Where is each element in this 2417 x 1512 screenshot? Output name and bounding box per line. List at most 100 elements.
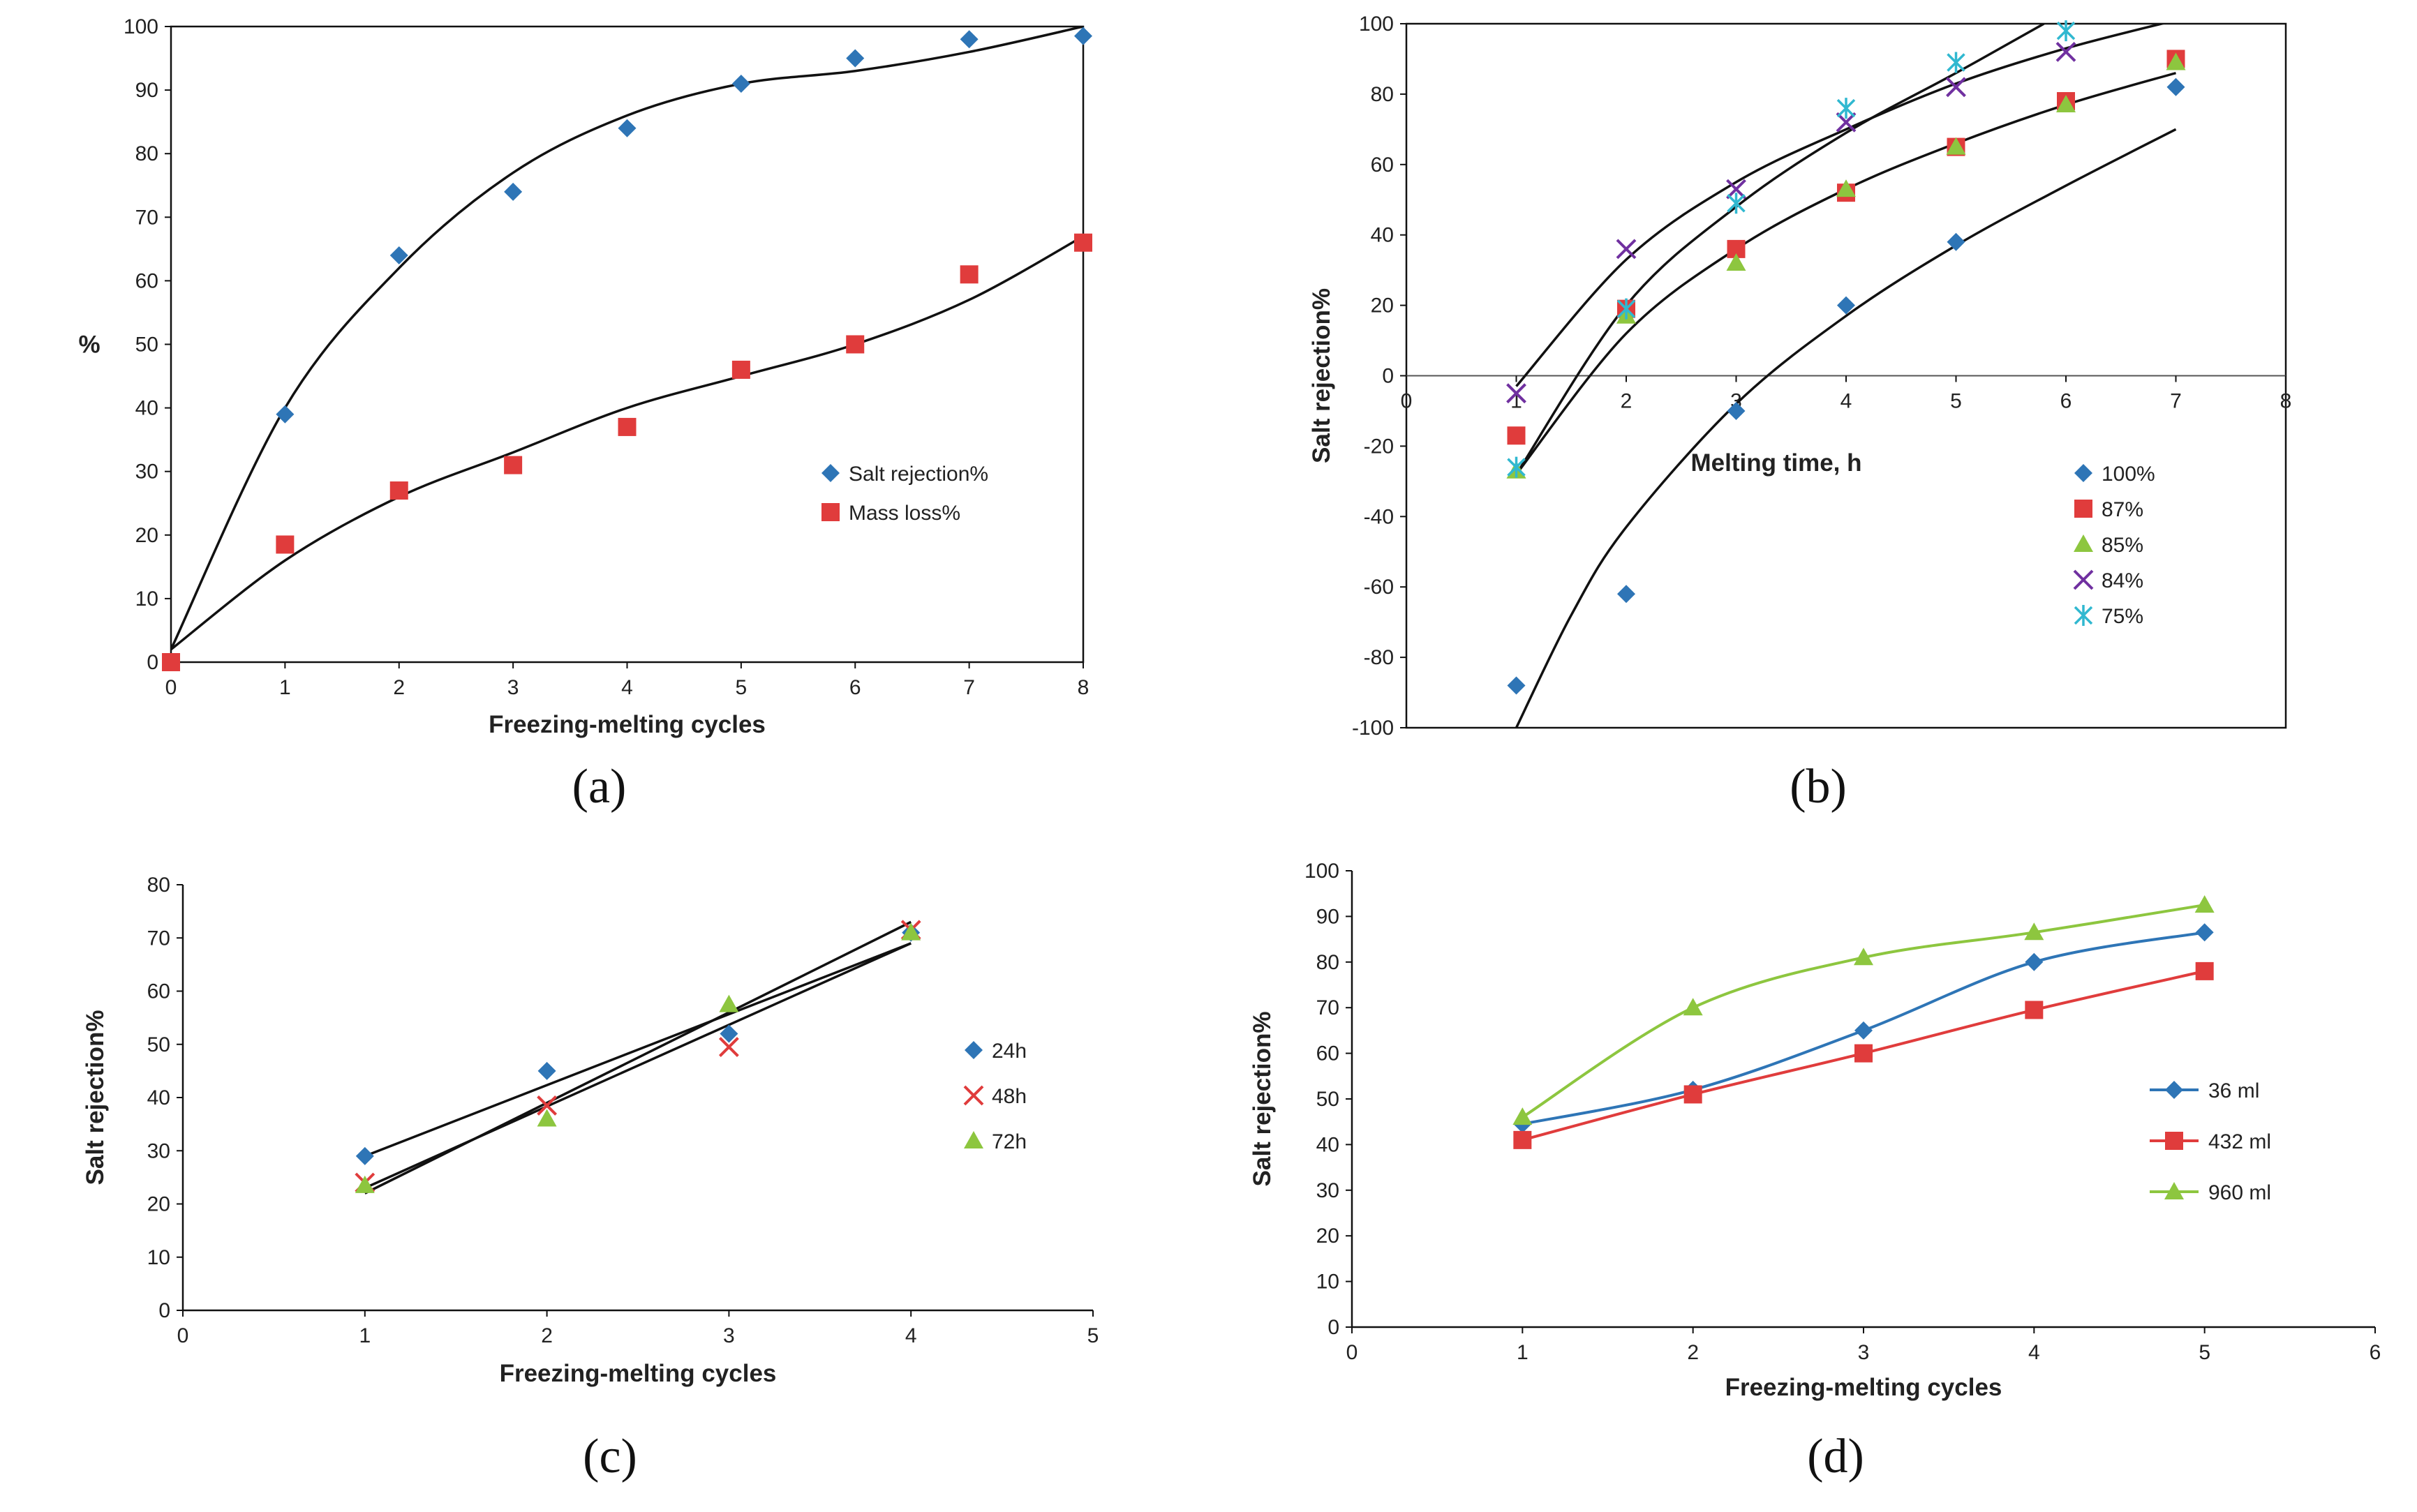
chart-d-ytick-label: 50: [1316, 1088, 1339, 1111]
chart-b-ytick-label: 100: [1359, 13, 1394, 36]
chart-b-legend-marker-2: [2074, 534, 2093, 552]
chart-d-point-2-1: [1683, 998, 1703, 1016]
chart-a-point-0-4: [731, 74, 750, 93]
chart-d-legend-marker-1: [2165, 1132, 2183, 1150]
chart-c-fit-2: [364, 920, 912, 1195]
chart-b-legend-marker-3: [2073, 569, 2094, 590]
chart-a-xtick-label: 4: [621, 676, 633, 699]
chart-b-ytick-label: 0: [1382, 365, 1394, 388]
chart-c-xtick-label: 0: [177, 1324, 189, 1347]
chart-d-point-2-2: [1854, 948, 1873, 966]
chart-b-ytick-label: 20: [1371, 294, 1394, 317]
chart-c-caption: (c): [583, 1430, 637, 1483]
chart-c-xtick-label: 1: [359, 1324, 371, 1347]
chart-b-xtick-label: 0: [1401, 390, 1413, 413]
chart-a-xtick-label: 5: [736, 676, 748, 699]
chart-d-point-1-4: [2195, 961, 2214, 980]
chart-c-xlabel: Freezing-melting cycles: [500, 1360, 777, 1387]
chart-a-ytick-label: 60: [135, 269, 158, 292]
chart-b-point-1-0: [1507, 426, 1526, 445]
chart-b-ytick-label: 80: [1371, 83, 1394, 106]
chart-a-legend-marker-1: [821, 503, 840, 521]
chart-c-ytick-label: 50: [147, 1033, 170, 1056]
chart-b-xtick-label: 7: [2170, 390, 2182, 413]
chart-d-point-2-3: [2024, 922, 2044, 941]
chart-b-point-3-4: [1946, 77, 1966, 98]
chart-b-point-0-0: [1507, 676, 1526, 695]
chart-a-ytick-label: 30: [135, 461, 158, 484]
chart-a-point-0-3: [618, 119, 637, 137]
chart-a-point-0-2: [504, 182, 523, 201]
chart-a-legend-label-1: Mass loss%: [849, 502, 960, 525]
chart-d-point-1-0: [1513, 1130, 1532, 1149]
chart-c-ytick-label: 60: [147, 980, 170, 1003]
chart-b-point-0-3: [1837, 296, 1855, 315]
chart-a-point-1-5: [731, 360, 750, 379]
chart-d-xtick-label: 4: [2028, 1341, 2040, 1364]
chart-c-point-2-0: [355, 1175, 375, 1193]
chart-b-legend-label-2: 85%: [2102, 534, 2143, 557]
chart-c-legend-label-0: 24h: [992, 1040, 1027, 1063]
chart-a-point-1-6: [846, 335, 865, 354]
chart-a-point-0-7: [1074, 27, 1092, 45]
chart-b-point-4-5: [2056, 20, 2076, 42]
chart-b-ytick-label: -20: [1364, 435, 1394, 458]
chart-a-legend-marker-0: [821, 464, 840, 482]
chart-c: 0 10 20 30 40 50 60 70 80 0 1 2 3 4 5 Freezing-melting …: [82, 874, 1099, 1483]
chart-b-ylabel: Salt rejection%: [1308, 288, 1335, 463]
chart-b-xlabel: Melting time, h: [1691, 449, 1862, 477]
chart-c-point-2-1: [537, 1109, 557, 1127]
chart-d-xtick-label: 1: [1517, 1341, 1529, 1364]
chart-d-point-2-4: [2194, 895, 2215, 913]
chart-d-point-1-2: [1854, 1044, 1873, 1063]
chart-d-ytick-label: 80: [1316, 951, 1339, 974]
chart-a-xtick-label: 7: [963, 676, 975, 699]
chart-b-xtick-label: 2: [1621, 390, 1633, 413]
chart-a-xtick-label: 6: [849, 676, 861, 699]
chart-a-point-1-4: [618, 417, 637, 436]
chart-b-ytick-label: -80: [1364, 646, 1394, 669]
chart-a-xtick-label: 2: [393, 676, 405, 699]
chart-b-legend-label-1: 87%: [2102, 498, 2143, 521]
chart-b-point-2-4: [1946, 137, 1966, 155]
chart-c-point-2-2: [719, 994, 739, 1012]
chart-d-legend-marker-0: [2165, 1081, 2183, 1099]
chart-d-point-1-1: [1683, 1085, 1702, 1104]
chart-a-fit-1: [171, 235, 1083, 651]
chart-b-point-3-1: [1616, 239, 1637, 260]
chart-d-point-0-2: [1854, 1021, 1873, 1040]
chart-d-ytick-label: 20: [1316, 1225, 1339, 1248]
chart-c-xtick-label: 3: [723, 1324, 735, 1347]
chart-c-ytick-label: 30: [147, 1139, 170, 1162]
chart-c-legend-label-1: 48h: [992, 1085, 1027, 1108]
chart-b-ytick-label: 40: [1371, 224, 1394, 247]
chart-c-point-1-1: [537, 1095, 558, 1116]
chart-b-ytick-label: 60: [1371, 154, 1394, 177]
chart-b-legend-marker-1: [2074, 500, 2092, 518]
chart-c-legend-label-2: 72h: [992, 1130, 1027, 1153]
chart-c-xtick-label: 4: [905, 1324, 917, 1347]
chart-c-legend-marker-0: [965, 1041, 983, 1059]
chart-b-xtick-label: 8: [2280, 390, 2292, 413]
chart-d-xtick-label: 2: [1687, 1341, 1699, 1364]
chart-d-xtick-label: 3: [1858, 1341, 1870, 1364]
chart-a-point-1-2: [389, 481, 408, 500]
chart-a-point-1-0: [162, 653, 180, 671]
chart-c-ytick-label: 20: [147, 1193, 170, 1216]
chart-b-fit-3: [1515, 24, 2167, 387]
chart-b-point-4-2: [1727, 193, 1746, 214]
chart-d-ytick-label: 0: [1328, 1316, 1339, 1339]
chart-b-point-2-6: [2166, 52, 2186, 70]
chart-d-ytick-label: 40: [1316, 1133, 1339, 1156]
chart-b-legend-label-3: 84%: [2102, 569, 2143, 592]
chart-a-ytick-label: 50: [135, 334, 158, 357]
chart-a-ylabel: %: [78, 331, 100, 359]
chart-b-point-4-0: [1507, 456, 1526, 478]
chart-d-xtick-label: 6: [2370, 1341, 2381, 1364]
chart-a-caption: (a): [572, 760, 627, 814]
chart-b-xtick-label: 6: [2060, 390, 2072, 413]
chart-b-xtick-label: 5: [1950, 390, 1962, 413]
chart-a-ytick-label: 40: [135, 397, 158, 420]
